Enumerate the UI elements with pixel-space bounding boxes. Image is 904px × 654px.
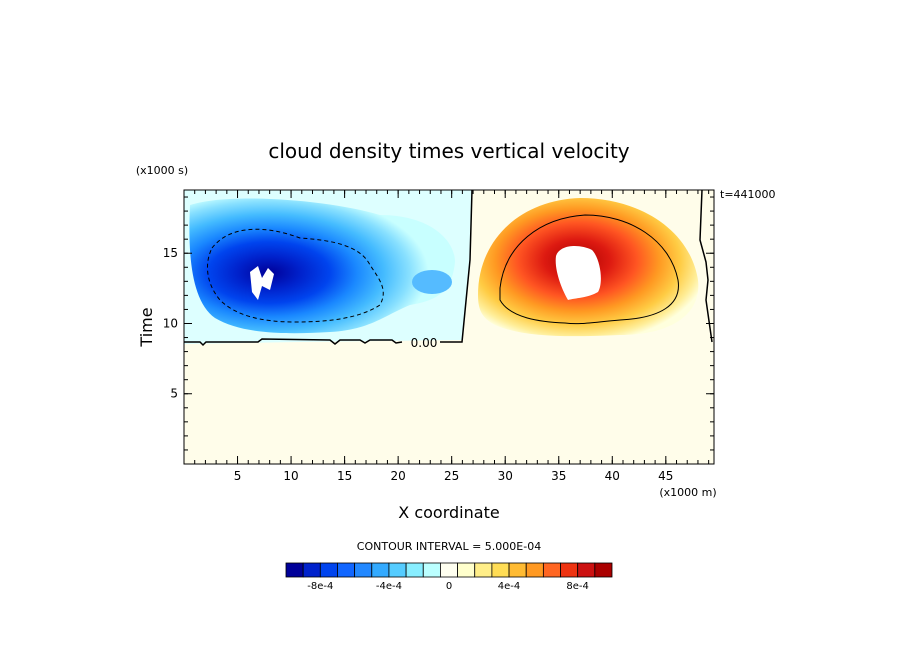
y-ticks: 5 10 15 xyxy=(163,246,714,401)
x-tick-label: 10 xyxy=(283,469,298,483)
y-tick-label: 15 xyxy=(163,246,178,260)
colorbar-swatch xyxy=(508,562,527,578)
zero-contour-right xyxy=(699,190,713,343)
x-tick-label: 5 xyxy=(234,469,242,483)
colorbar-label: 0 xyxy=(446,581,452,592)
negative-region xyxy=(189,198,455,334)
zero-contour xyxy=(184,190,473,347)
colorbar-swatch xyxy=(457,562,476,578)
contour-interval-text: CONTOUR INTERVAL = 5.000E-04 xyxy=(357,540,541,553)
colorbar-swatch xyxy=(560,562,579,578)
colorbar-swatch xyxy=(319,562,338,578)
x-tick-label: 30 xyxy=(498,469,513,483)
colorbar-swatch xyxy=(577,562,596,578)
y-tick-label: 5 xyxy=(170,387,178,401)
time-stamp: t=441000 xyxy=(720,188,776,201)
x-tick-label: 40 xyxy=(605,469,620,483)
colorbar-swatch xyxy=(542,562,561,578)
negative-contour xyxy=(207,228,384,323)
colorbar-swatch xyxy=(337,562,356,578)
negative-blob xyxy=(412,270,452,294)
x-tick-label: 25 xyxy=(444,469,459,483)
x-axis-label: X coordinate xyxy=(398,503,499,522)
colorbar-swatch xyxy=(474,562,493,578)
colorbar-swatch xyxy=(285,562,304,578)
positive-contour xyxy=(499,214,679,325)
colorbar-swatch xyxy=(302,562,321,578)
colorbar-swatch xyxy=(354,562,373,578)
y-tick-label: 10 xyxy=(163,316,178,330)
colorbar-swatch xyxy=(388,562,407,578)
plot-frame xyxy=(183,189,715,465)
y-units-label: (x1000 s) xyxy=(136,164,188,177)
colorbar-label: 8e-4 xyxy=(566,581,589,592)
colorbar-swatch xyxy=(371,562,390,578)
colorbar-swatch xyxy=(440,562,458,578)
negative-extreme xyxy=(250,266,274,300)
colorbar-swatch xyxy=(525,562,544,578)
chart-title: cloud density times vertical velocity xyxy=(268,139,629,163)
zero-contour-label: 0.00 xyxy=(411,336,438,350)
colorbar-labels: -8e-4 -4e-4 0 4e-4 8e-4 xyxy=(307,581,589,592)
colorbar-swatch xyxy=(594,562,613,578)
colorbar-label: -8e-4 xyxy=(307,581,333,592)
colorbar-label: 4e-4 xyxy=(498,581,521,592)
colorbar-swatch xyxy=(491,562,510,578)
colorbar-swatch xyxy=(422,562,441,578)
x-tick-label: 35 xyxy=(551,469,566,483)
x-tick-label: 15 xyxy=(337,469,352,483)
x-ticks: 5 10 15 20 25 30 35 40 45 xyxy=(234,190,673,483)
x-units-label: (x1000 m) xyxy=(659,486,716,499)
colorbar-swatch xyxy=(405,562,424,578)
x-tick-label: 45 xyxy=(658,469,673,483)
colorbar xyxy=(285,562,613,578)
positive-extreme xyxy=(555,246,601,300)
x-tick-label: 20 xyxy=(391,469,406,483)
y-axis-label: Time xyxy=(137,307,156,347)
colorbar-label: -4e-4 xyxy=(376,581,402,592)
